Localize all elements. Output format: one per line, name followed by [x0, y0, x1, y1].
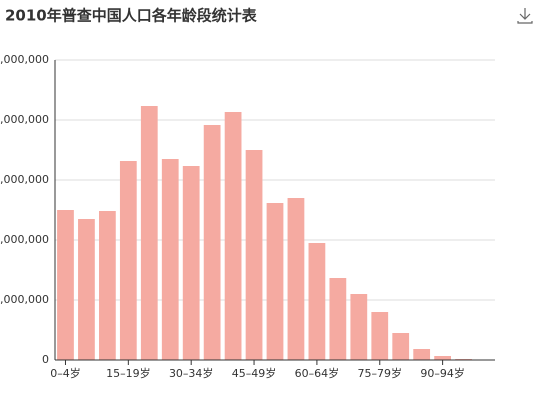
bar [350, 294, 368, 360]
x-tick-label: 45–49岁 [232, 366, 277, 380]
bar [371, 312, 389, 360]
download-icon[interactable] [517, 8, 533, 24]
bar [119, 161, 137, 360]
bar [413, 349, 431, 360]
x-tick-label: 30–34岁 [169, 366, 214, 380]
chart-title: 2010年普查中国人口各年龄段统计表 [5, 7, 258, 25]
bar [434, 356, 451, 360]
bar [266, 203, 284, 360]
x-tick-label: 15–19岁 [106, 366, 151, 380]
bar [182, 166, 200, 360]
bar [224, 112, 242, 360]
bar [392, 333, 410, 360]
bar [287, 198, 305, 360]
bar [140, 106, 158, 360]
bar [308, 243, 326, 360]
x-tick-label: 75–79岁 [358, 366, 403, 380]
bar [57, 210, 74, 360]
y-tick-label: 120,000,000 [0, 113, 49, 126]
y-tick-label: 30,000,000 [0, 293, 49, 306]
bar [329, 278, 347, 360]
x-tick-label: 0–4岁 [50, 366, 81, 380]
y-tick-label: 150,000,000 [0, 53, 49, 66]
y-tick-label: 60,000,000 [0, 233, 49, 246]
x-tick-label: 60–64岁 [295, 366, 340, 380]
bar [245, 150, 263, 360]
bar [203, 125, 221, 360]
y-tick-label: 0 [42, 353, 49, 366]
y-tick-label: 90,000,000 [0, 173, 49, 186]
bar [161, 159, 179, 360]
bar [99, 211, 116, 360]
download-glyph[interactable] [517, 8, 533, 24]
bar [78, 219, 95, 360]
x-tick-label: 90–94岁 [420, 366, 465, 380]
